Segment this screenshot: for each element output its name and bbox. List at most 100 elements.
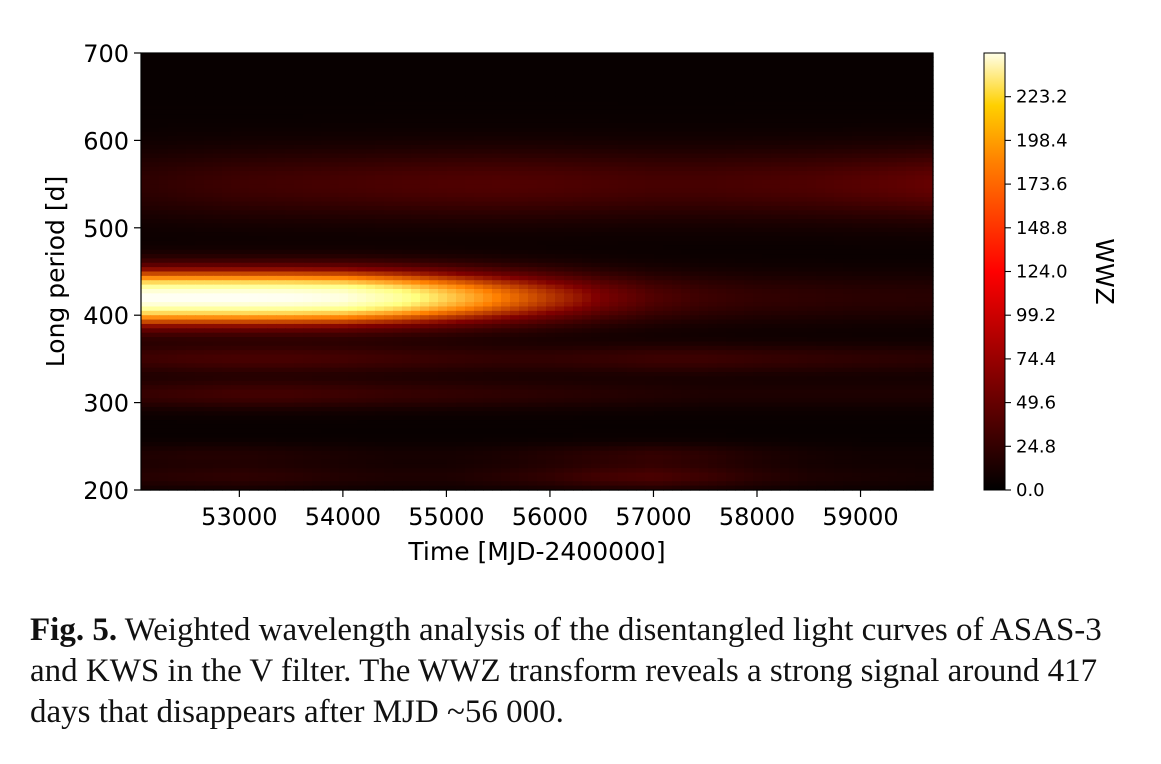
heatmap-cell: [492, 127, 502, 133]
heatmap-cell: [789, 170, 799, 176]
heatmap-cell: [267, 201, 277, 207]
heatmap-cell: [528, 219, 538, 225]
heatmap-cell: [861, 170, 871, 176]
heatmap-cell: [249, 175, 259, 181]
heatmap-cell: [186, 184, 196, 190]
heatmap-cell: [744, 223, 754, 229]
heatmap-cell: [357, 258, 367, 264]
heatmap-cell: [213, 57, 223, 63]
heatmap-cell: [429, 179, 439, 185]
heatmap-cell: [816, 280, 826, 286]
heatmap-cell: [267, 53, 277, 58]
heatmap-cell: [555, 162, 565, 168]
heatmap-cell: [195, 162, 205, 168]
heatmap-cell: [267, 275, 277, 281]
heatmap-cell: [870, 179, 880, 185]
heatmap-cell: [609, 267, 619, 273]
heatmap-cell: [258, 223, 268, 229]
heatmap-cell: [897, 205, 907, 211]
heatmap-cell: [159, 149, 169, 155]
heatmap-cell: [807, 153, 817, 159]
heatmap-cell: [402, 144, 412, 150]
heatmap-cell: [915, 201, 925, 207]
heatmap-cell: [267, 223, 277, 229]
heatmap-cell: [159, 179, 169, 185]
heatmap-cell: [375, 214, 385, 220]
heatmap-cell: [807, 114, 817, 120]
heatmap-cell: [492, 96, 502, 102]
heatmap-cell: [645, 262, 655, 268]
heatmap-cell: [897, 170, 907, 176]
heatmap-cell: [735, 70, 745, 76]
heatmap-cell: [339, 140, 349, 146]
heatmap-cell: [141, 227, 151, 233]
heatmap-cell: [618, 66, 628, 72]
heatmap-cell: [438, 153, 448, 159]
heatmap-cell: [645, 153, 655, 159]
heatmap-cell: [672, 162, 682, 168]
heatmap-cell: [501, 96, 511, 102]
heatmap-cell: [213, 149, 223, 155]
heatmap-cell: [906, 105, 916, 111]
heatmap-cell: [456, 249, 466, 255]
heatmap-cell: [312, 70, 322, 76]
heatmap-cell: [141, 70, 151, 76]
heatmap-cell: [897, 175, 907, 181]
heatmap-cell: [519, 127, 529, 133]
heatmap-cell: [690, 280, 700, 286]
heatmap-cell: [564, 232, 574, 238]
heatmap-cell: [213, 131, 223, 137]
heatmap-cell: [735, 179, 745, 185]
heatmap-cell: [339, 280, 349, 286]
heatmap-cell: [168, 232, 178, 238]
heatmap-cell: [474, 297, 484, 303]
heatmap-cell: [672, 61, 682, 67]
heatmap-cell: [555, 140, 565, 146]
heatmap-cell: [258, 288, 268, 294]
heatmap-cell: [708, 197, 718, 203]
heatmap-cell: [276, 87, 286, 93]
heatmap-cell: [645, 79, 655, 85]
heatmap-cell: [780, 254, 790, 259]
heatmap-cell: [465, 83, 475, 89]
heatmap-cell: [717, 87, 727, 93]
heatmap-cell: [825, 240, 835, 246]
heatmap-cell: [501, 275, 511, 281]
heatmap-cell: [816, 197, 826, 203]
heatmap-cell: [717, 201, 727, 207]
heatmap-cell: [168, 284, 178, 290]
heatmap-cell: [555, 57, 565, 63]
heatmap-cell: [456, 201, 466, 207]
heatmap-cell: [645, 162, 655, 168]
heatmap-cell: [852, 254, 862, 259]
heatmap-cell: [681, 214, 691, 220]
heatmap-cell: [681, 57, 691, 63]
heatmap-cell: [735, 284, 745, 290]
heatmap-cell: [654, 105, 664, 111]
heatmap-cell: [204, 219, 214, 225]
heatmap-cell: [276, 227, 286, 233]
heatmap-cell: [564, 109, 574, 115]
heatmap-cell: [447, 275, 457, 281]
heatmap-cell: [141, 87, 151, 93]
heatmap-cell: [339, 131, 349, 137]
heatmap-cell: [609, 83, 619, 89]
heatmap-cell: [645, 140, 655, 146]
heatmap-cell: [312, 184, 322, 190]
heatmap-cell: [429, 240, 439, 246]
heatmap-cell: [492, 232, 502, 238]
heatmap-cell: [843, 74, 853, 80]
heatmap-cell: [879, 284, 889, 290]
heatmap-cell: [744, 293, 754, 299]
heatmap-cell: [753, 297, 763, 303]
heatmap-cell: [195, 170, 205, 176]
heatmap-cell: [663, 79, 673, 85]
heatmap-cell: [546, 101, 556, 107]
heatmap-cell: [789, 205, 799, 211]
heatmap-cell: [609, 109, 619, 115]
heatmap-cell: [366, 210, 376, 216]
heatmap-cell: [366, 201, 376, 207]
heatmap-cell: [240, 271, 250, 277]
heatmap-cell: [474, 101, 484, 107]
heatmap-cell: [276, 136, 286, 141]
